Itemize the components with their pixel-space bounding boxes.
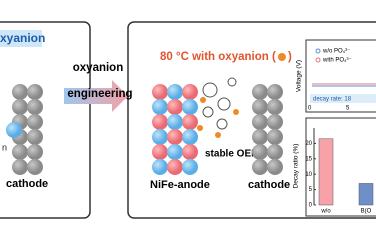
- sphere: [252, 84, 268, 100]
- y-tick-label: 10: [305, 172, 312, 178]
- sphere: [252, 144, 268, 160]
- sphere: [167, 159, 183, 175]
- sphere: [167, 144, 183, 160]
- left-label: xyanion: [0, 31, 45, 45]
- sphere: [182, 129, 198, 145]
- sphere: [267, 84, 283, 100]
- note-box: [310, 94, 376, 103]
- left-cathode: cathode: [6, 178, 48, 190]
- bubble: [202, 82, 218, 98]
- sphere: [27, 129, 43, 145]
- x-tick-label: 0: [308, 106, 312, 112]
- note: decay rate: 18: [313, 97, 352, 103]
- sphere: [182, 144, 198, 160]
- y-tick-label: 15: [305, 156, 312, 162]
- sphere: [152, 99, 168, 115]
- y-tick-label: 20: [305, 141, 312, 147]
- oxyanion-dot: [215, 132, 221, 138]
- sphere: [267, 114, 283, 130]
- cathode-label: cathode: [248, 179, 290, 191]
- sphere: [182, 84, 198, 100]
- sphere: [252, 159, 268, 175]
- sphere: [12, 99, 28, 115]
- right-title: 80 °C with oxyanion (: [160, 51, 276, 63]
- diagram: xyanion n cathode oxyanion engineering 8…: [0, 21, 376, 219]
- sphere: [167, 84, 183, 100]
- bubble: [216, 118, 228, 130]
- legend-marker: [315, 57, 321, 63]
- bubble: [202, 106, 214, 118]
- bar: [318, 138, 334, 206]
- x-tick-label: B(O: [361, 209, 372, 215]
- sphere: [182, 99, 198, 115]
- sphere: [152, 114, 168, 130]
- sphere: [152, 159, 168, 175]
- right-box: [127, 21, 376, 219]
- sphere: [167, 129, 183, 145]
- axis-label: Voltage (V): [296, 60, 303, 92]
- left-box: [0, 21, 91, 219]
- sphere: [252, 114, 268, 130]
- sphere: [152, 144, 168, 160]
- anode-label: NiFe-anode: [150, 179, 210, 191]
- sphere: [27, 159, 43, 175]
- sphere: [167, 114, 183, 130]
- legend-entry: w/o PO₄³⁻: [322, 49, 350, 55]
- y-tick-label: 0: [309, 203, 313, 209]
- bubble: [217, 97, 231, 111]
- oxyanion-dot: [197, 125, 203, 131]
- sphere: [152, 129, 168, 145]
- left-note: n: [2, 142, 7, 152]
- sphere: [167, 99, 183, 115]
- right-title: ): [288, 51, 292, 63]
- sphere: [27, 99, 43, 115]
- stable-text: stable OER: [205, 149, 259, 160]
- sphere: [152, 84, 168, 100]
- figure: xyanion n cathode oxyanion engineering 8…: [0, 21, 376, 219]
- legend-marker: [315, 48, 321, 54]
- sphere: [12, 84, 28, 100]
- arrow-text: engineering: [67, 88, 132, 100]
- sphere: [27, 84, 43, 100]
- legend-entry: with PO₄³⁻: [322, 58, 352, 64]
- x-tick-label: w/o: [320, 209, 331, 215]
- sphere: [267, 129, 283, 145]
- sphere: [27, 144, 43, 160]
- sphere: [267, 144, 283, 160]
- sphere: [12, 144, 28, 160]
- sphere: [182, 114, 198, 130]
- sphere: [12, 159, 28, 175]
- arrow: [64, 80, 128, 112]
- oxyanion-ball: [6, 122, 22, 138]
- arrow-text: oxyanion: [73, 62, 123, 74]
- axis-label: Decay ratio (%): [293, 144, 300, 189]
- x-tick-label: 5: [346, 106, 350, 112]
- sphere: [252, 129, 268, 145]
- sphere: [252, 99, 268, 115]
- bubble: [227, 77, 237, 87]
- oxyanion-dot: [277, 53, 286, 61]
- sphere: [27, 114, 43, 130]
- sphere: [267, 159, 283, 175]
- oxyanion-dot: [233, 109, 239, 115]
- bar: [358, 183, 374, 206]
- y-tick-label: 5: [309, 187, 313, 193]
- oxyanion-dot: [200, 97, 206, 103]
- sphere: [267, 99, 283, 115]
- sphere: [182, 159, 198, 175]
- label-box: [0, 30, 42, 47]
